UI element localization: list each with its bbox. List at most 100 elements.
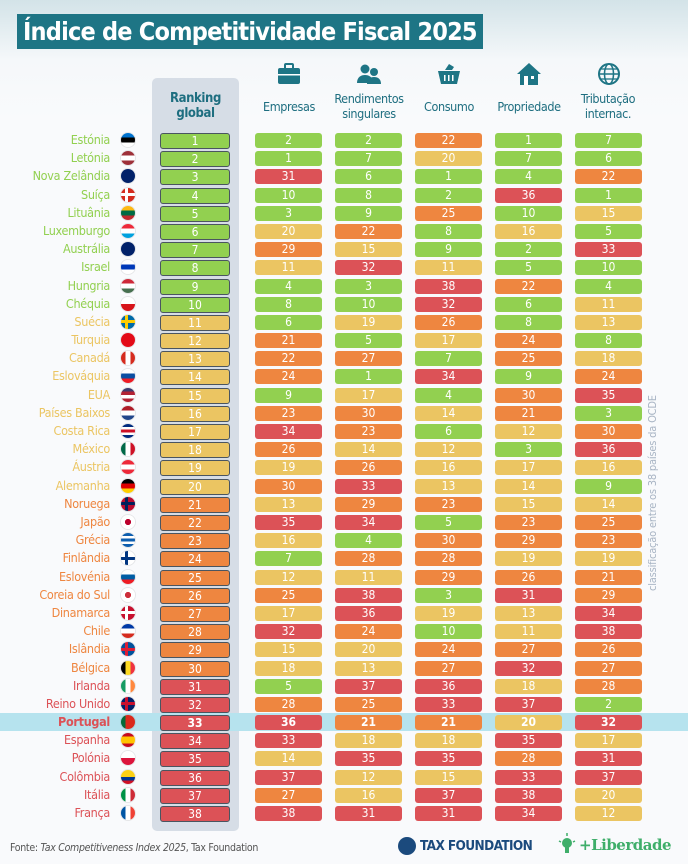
category-rank-cell: 2 [415,187,482,203]
category-rank-cell: 21 [335,715,402,731]
category-rank-cell: 32 [415,296,482,312]
table-row: Turquia 12 21 5 17 24 8 [0,331,688,350]
global-rank-cell: 7 [160,242,230,259]
category-rank-cell: 4 [495,169,562,185]
category-rank-cell: 38 [575,624,642,640]
category-rank-cell: 6 [335,169,402,185]
tax-foundation-logo: TAX FOUNDATION [398,837,533,855]
flag-icon [121,733,135,748]
country-name: Costa Rica [53,423,111,439]
table-row: Países Baixos 16 23 30 14 21 3 [0,404,688,422]
flag-icon [121,460,135,475]
country-name: Coreia do Sul [39,586,110,602]
flag-icon [121,624,135,639]
category-rank-cell: 18 [495,678,562,694]
category-rank-cell: 3 [575,405,642,421]
category-rank-cell: 4 [255,278,322,294]
category-rank-cell: 18 [335,733,402,749]
category-rank-cell: 16 [335,787,402,803]
country-name: Hungria [67,277,111,293]
table-row: Suíça 4 10 8 2 36 1 [0,186,688,204]
category-rank-cell: 23 [415,496,482,512]
flag-icon [121,806,135,821]
category-rank-cell: 8 [335,187,402,203]
category-rank-cell: 9 [335,205,402,221]
category-rank-cell: 30 [415,533,482,549]
global-rank-cell: 30 [160,660,230,677]
category-rank-cell: 10 [495,205,562,221]
table-row: Áustria 19 19 26 16 17 16 [0,458,688,477]
country-name: Estónia [70,132,111,147]
category-rank-cell: 10 [335,296,402,312]
country-name: Bélgica [70,659,110,675]
category-rank-cell: 1 [495,133,562,148]
category-rank-cell: 22 [335,223,402,239]
category-rank-cell: 11 [575,296,642,312]
global-rank-cell: 2 [160,151,230,168]
category-rank-cell: 19 [495,551,562,567]
category-rank-cell: 34 [335,514,402,530]
category-rank-cell: 26 [575,642,642,658]
category-rank-cell: 5 [255,678,322,694]
category-rank-cell: 18 [575,351,642,367]
category-rank-cell: 7 [575,133,642,148]
category-rank-cell: 24 [255,369,322,385]
category-rank-cell: 34 [255,424,322,440]
category-rank-cell: 29 [415,569,482,585]
category-rank-cell: 2 [255,133,322,148]
category-rank-cell: 38 [255,806,322,822]
category-rank-cell: 34 [495,806,562,822]
category-rank-cell: 33 [575,242,642,258]
country-name: Noruega [64,495,110,511]
category-rank-cell: 7 [415,351,482,367]
global-rank-cell: 21 [160,496,230,513]
header-propriedade: Propriedade [497,99,561,114]
category-rank-cell: 13 [495,605,562,621]
category-rank-cell: 13 [255,496,322,512]
category-rank-cell: 28 [575,678,642,694]
category-rank-cell: 28 [335,551,402,567]
people-icon [357,64,381,84]
category-rank-cell: 5 [575,223,642,239]
global-rank-cell: 31 [160,678,230,695]
category-rank-cell: 33 [495,769,562,785]
category-rank-cell: 11 [335,569,402,585]
category-rank-cell: 37 [575,769,642,785]
category-rank-cell: 8 [415,223,482,239]
liberdade-logo-text: +Liberdade [579,836,672,854]
country-name: França [74,805,111,821]
flag-icon [121,151,135,166]
flag-icon [121,242,135,257]
category-rank-cell: 32 [575,715,642,731]
category-rank-cell: 22 [495,278,562,294]
global-rank-cell: 34 [160,733,230,750]
category-rank-cell: 12 [255,569,322,585]
category-rank-cell: 38 [495,787,562,803]
category-rank-cell: 22 [415,133,482,148]
category-rank-cell: 10 [255,187,322,203]
global-rank-cell: 27 [160,605,230,622]
country-name: Finlândia [62,550,111,566]
flag-icon [121,314,135,329]
category-rank-cell: 24 [335,624,402,640]
table-row: Irlanda 31 5 37 36 18 28 [0,677,688,695]
category-rank-cell: 17 [495,460,562,476]
category-rank-cell: 12 [335,769,402,785]
table-row: Canadá 13 22 27 7 25 18 [0,349,688,368]
flag-icon [121,715,135,730]
category-rank-cell: 29 [335,496,402,512]
country-name: Espanha [63,732,110,748]
country-name: Dinamarca [51,604,111,620]
category-rank-cell: 30 [255,478,322,494]
table-row: Portugal 33 36 21 21 20 32 [0,713,688,732]
table-row: Hungria 9 4 3 38 22 4 [0,277,688,295]
category-rank-cell: 7 [495,151,562,167]
flag-icon [121,387,135,402]
category-rank-cell: 3 [415,587,482,603]
global-rank-cell: 9 [160,278,230,295]
global-rank-cell: 38 [160,806,230,823]
table-row: Costa Rica 17 34 23 6 12 30 [0,422,688,441]
category-rank-cell: 32 [335,260,402,276]
category-rank-cell: 5 [335,333,402,349]
category-rank-cell: 12 [415,442,482,458]
